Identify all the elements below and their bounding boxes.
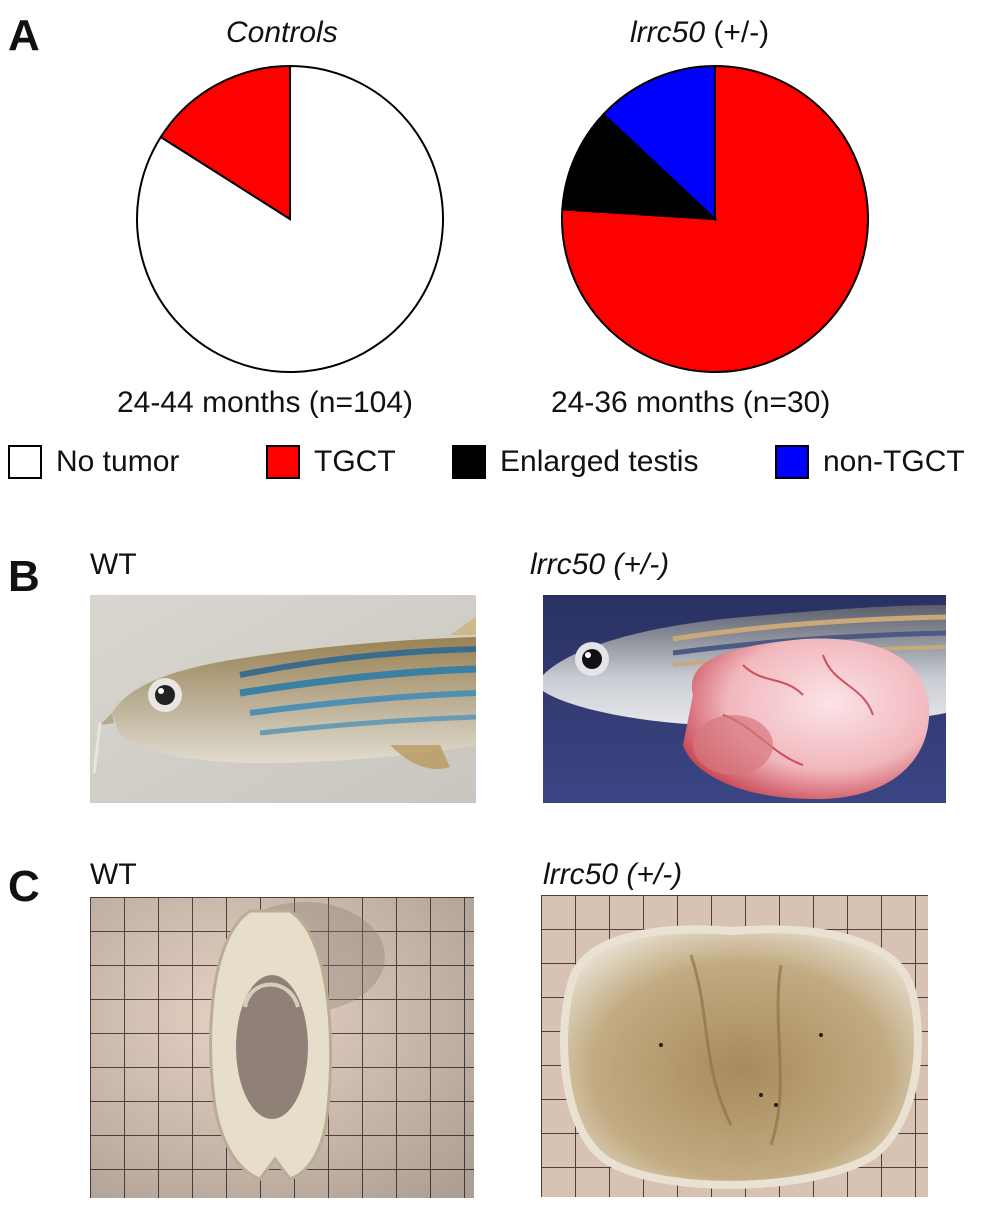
- pie-slice-lrrc50-enlarged-testis: [561, 112, 718, 221]
- panel-letter-c: C: [8, 862, 40, 911]
- pie-title-lrrc50: lrrc50 (+/-): [630, 18, 769, 48]
- legend-label-non-tgct: non-TGCT: [823, 445, 965, 478]
- photo-lrrc50-testis: [541, 895, 928, 1197]
- photo-wt-fish: [90, 595, 476, 803]
- pie-slice-lrrc50-non-tgct: [602, 64, 716, 222]
- legend-item-no-tumor: No tumor: [8, 445, 179, 479]
- legend-swatch-enlarged-testis: [452, 445, 486, 479]
- panel-c-label-lrrc50: lrrc50 (+/-): [543, 858, 683, 891]
- pie-title-lrrc50-rest: (+/-): [705, 16, 770, 49]
- pie-caption-lrrc50: 24-36 months (n=30): [551, 386, 831, 419]
- legend-item-non-tgct: non-TGCT: [775, 445, 965, 479]
- pie-title-lrrc50-italic: lrrc50: [630, 16, 706, 49]
- panel-b-label-wt: WT: [90, 548, 137, 581]
- legend-label-enlarged-testis: Enlarged testis: [500, 445, 699, 478]
- panel-letter-a: A: [8, 11, 40, 60]
- legend-item-tgct: TGCT: [266, 445, 396, 479]
- legend-label-tgct: TGCT: [314, 445, 396, 478]
- photo-lrrc50-fish: [543, 595, 946, 803]
- pie-title-controls: Controls: [226, 18, 338, 48]
- panel-c-label-wt: WT: [90, 858, 137, 891]
- pie-slice-lrrc50-tgct: [561, 64, 869, 373]
- pie-chart-lrrc50: [561, 64, 869, 373]
- panel-b-label-lrrc50: lrrc50 (+/-): [530, 548, 670, 581]
- pie-caption-controls: 24-44 months (n=104): [117, 386, 414, 419]
- legend-swatch-tgct: [266, 445, 300, 479]
- photo-wt-testis: [90, 897, 474, 1198]
- legend-label-no-tumor: No tumor: [56, 445, 180, 478]
- legend-swatch-no-tumor: [8, 445, 42, 479]
- pie-slice-controls-tgct: [159, 64, 291, 221]
- pie-title-controls-text: Controls: [226, 16, 338, 49]
- legend-swatch-non-tgct: [775, 445, 809, 479]
- panel-letter-b: B: [8, 552, 40, 601]
- legend-item-enlarged-testis: Enlarged testis: [452, 445, 698, 479]
- pie-chart-controls: [136, 64, 444, 373]
